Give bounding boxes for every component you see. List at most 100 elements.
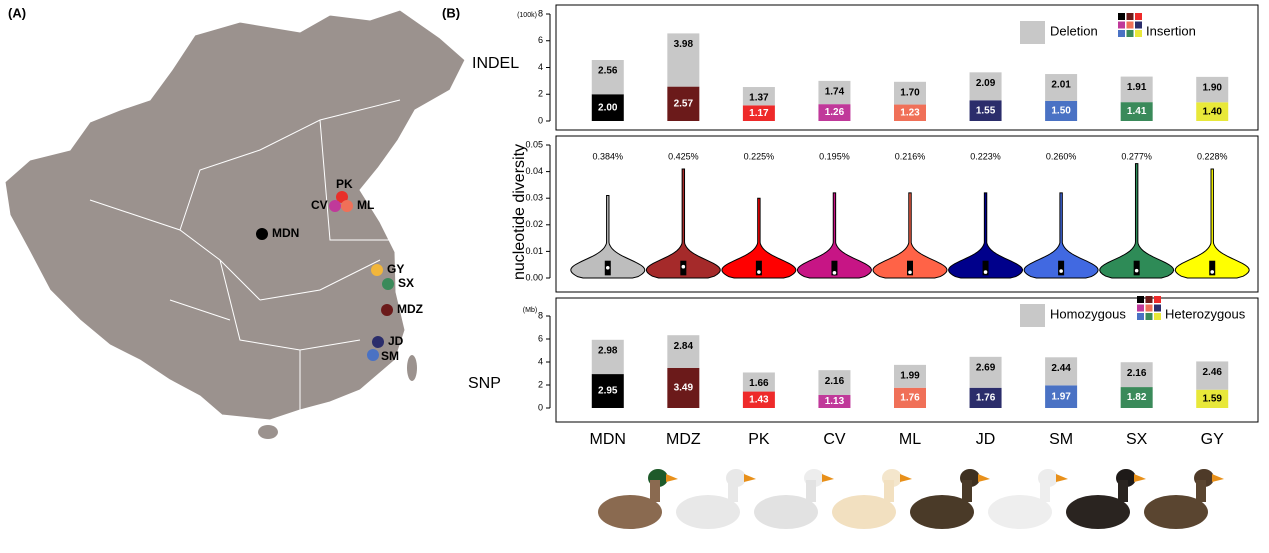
violin — [1174, 168, 1250, 279]
violin-box — [831, 260, 838, 276]
x-tick-label: SX — [1126, 431, 1148, 448]
y-tick-label: 6 — [538, 35, 543, 45]
duck-bill — [1134, 474, 1146, 482]
violin-point — [1209, 269, 1216, 275]
value-label: 1.23 — [900, 107, 920, 118]
duck-bill — [822, 474, 834, 482]
y-tick-label: 0.04 — [525, 166, 543, 176]
map-island — [258, 425, 278, 439]
value-label: 0.228% — [1197, 151, 1228, 161]
violin-point — [1058, 268, 1064, 274]
duck-body — [1066, 495, 1130, 529]
bar-segment — [818, 104, 851, 121]
bar-segment — [591, 339, 624, 375]
value-label: 2.01 — [1051, 80, 1071, 91]
duck-body — [1144, 495, 1208, 529]
legend-swatch — [1154, 313, 1161, 320]
map-point-label: CV — [311, 198, 328, 212]
duck-bill — [666, 474, 678, 482]
map-island — [407, 355, 417, 381]
bar-segment — [1196, 76, 1229, 103]
y-tick-label: 2 — [538, 89, 543, 99]
violin-box — [1058, 260, 1065, 276]
map-point-label: SM — [381, 349, 399, 363]
y-tick-label: 6 — [538, 333, 543, 343]
violin-box — [1209, 260, 1216, 276]
x-tick-label: SM — [1049, 431, 1073, 448]
bar-segment — [667, 335, 700, 368]
value-label: 2.00 — [598, 102, 618, 113]
map-point-label: MDZ — [397, 302, 423, 316]
value-label: 1.76 — [976, 393, 996, 404]
bar-segment — [667, 86, 700, 121]
violin-point — [680, 263, 687, 270]
value-label: 1.66 — [749, 378, 769, 389]
map-point — [367, 349, 379, 361]
bar-segment — [591, 60, 624, 95]
bar-segment — [818, 395, 851, 408]
legend-swatch — [1135, 13, 1142, 20]
violin-box — [755, 260, 762, 276]
value-label: 1.70 — [900, 87, 920, 98]
bar-segment — [969, 100, 1002, 121]
value-label: 3.49 — [674, 383, 694, 394]
y-tick-label: 0.05 — [525, 139, 543, 149]
bar-segment — [667, 367, 700, 408]
value-label: 2.98 — [598, 345, 618, 356]
legend-label: Insertion — [1146, 23, 1196, 38]
map-point — [381, 304, 393, 316]
bar-segment — [894, 387, 926, 408]
duck-bill — [744, 474, 756, 482]
province-lines — [89, 99, 401, 410]
value-label: 2.46 — [1202, 367, 1222, 378]
duck-neck — [962, 480, 972, 502]
bar-segment — [667, 33, 700, 87]
value-label: 1.76 — [900, 393, 920, 404]
panel-frame — [555, 135, 1259, 293]
legend-swatch — [1126, 13, 1134, 20]
value-label: 1.40 — [1202, 106, 1222, 117]
legend-swatch — [1118, 13, 1125, 20]
violin-box — [907, 260, 913, 276]
duck-bill — [978, 474, 990, 482]
panel-frame — [555, 4, 1259, 131]
violin-point — [982, 269, 989, 275]
duck-neck — [806, 480, 816, 502]
bar-segment — [1045, 385, 1078, 408]
bar-segment — [894, 81, 926, 105]
violin-point — [1133, 267, 1140, 274]
x-tick-label: ML — [899, 431, 921, 448]
duck-body — [754, 495, 818, 529]
value-label: 1.99 — [900, 371, 920, 382]
bar-segment — [969, 72, 1002, 101]
legend-swatch — [1020, 21, 1045, 44]
y-axis-label: SNP — [468, 375, 501, 392]
bar-segment — [591, 94, 624, 121]
duck-bill — [900, 474, 912, 482]
value-label: 2.95 — [598, 386, 618, 397]
map-point — [329, 200, 341, 212]
value-label: 1.17 — [749, 108, 769, 119]
bar-segment — [1045, 74, 1078, 101]
y-tick-label: 0.02 — [525, 219, 543, 229]
bar-segment — [1120, 387, 1153, 408]
duck-body — [910, 495, 974, 529]
map-point — [372, 336, 384, 348]
duck-bill — [1056, 474, 1068, 482]
violin — [645, 168, 721, 279]
violin — [948, 192, 1024, 279]
bar-segment — [1196, 102, 1229, 121]
value-label: 1.55 — [976, 105, 996, 116]
violin — [1099, 163, 1175, 279]
bar-segment — [742, 391, 775, 408]
value-label: 1.91 — [1127, 82, 1147, 93]
x-tick-label: CV — [823, 431, 846, 448]
bar-segment — [742, 105, 775, 121]
value-label: 2.56 — [598, 66, 618, 77]
map-point — [256, 228, 268, 240]
bar-segment — [1045, 100, 1078, 121]
x-tick-label: JD — [976, 431, 996, 448]
violin-point — [831, 270, 838, 276]
